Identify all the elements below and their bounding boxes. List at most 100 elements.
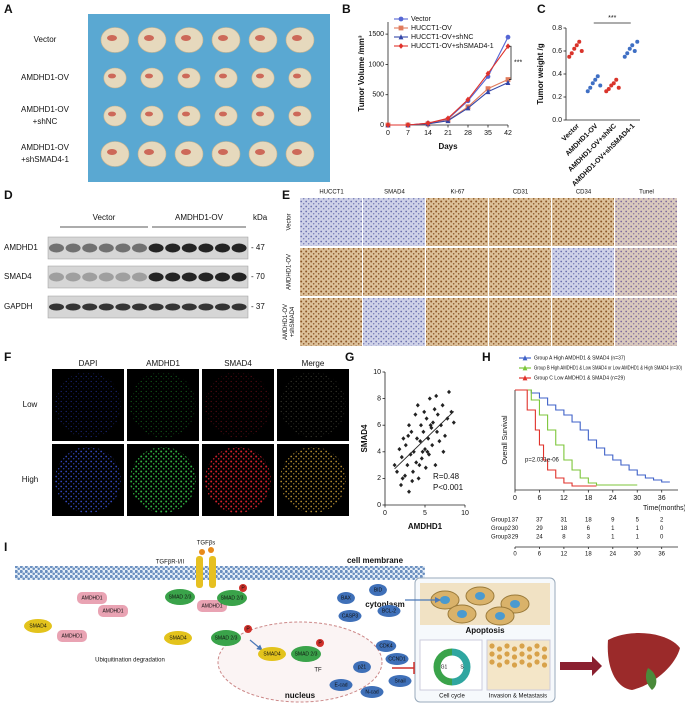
point — [431, 420, 435, 425]
x-tick-label: 36 — [658, 495, 666, 502]
point — [407, 423, 411, 428]
point — [434, 393, 439, 399]
pathway-label: TGFβs — [197, 541, 215, 547]
marker — [465, 96, 471, 103]
invading-cell — [541, 654, 548, 660]
ihc-tile — [300, 248, 362, 296]
blot-strip — [47, 236, 249, 260]
if-core — [280, 447, 346, 513]
blot-band — [215, 303, 230, 311]
risk-value: 18 — [585, 518, 592, 524]
point — [415, 436, 419, 441]
pathway-label: CCND1 — [388, 656, 405, 662]
point — [585, 89, 590, 94]
risk-value: 24 — [536, 535, 543, 541]
risk-value: 1 — [636, 526, 640, 532]
phosphate — [239, 584, 247, 592]
invading-cell — [526, 662, 533, 668]
pathway-label: AMDHD1 — [81, 595, 102, 601]
if-column-label: SMAD4 — [224, 359, 252, 368]
risk-value: 9 — [611, 518, 615, 524]
point — [435, 429, 439, 435]
point — [441, 449, 446, 454]
point — [399, 482, 403, 488]
series-line — [388, 36, 509, 126]
marker — [465, 105, 471, 111]
invading-cell — [496, 662, 503, 668]
y-axis-label: SMAD4 — [360, 424, 369, 453]
y-tick-label: 10 — [373, 369, 381, 376]
panel-letter: C — [537, 2, 546, 16]
point — [622, 54, 627, 59]
phosphate — [316, 639, 324, 647]
protein — [360, 686, 384, 698]
risk-value: 31 — [561, 518, 568, 524]
tumor — [288, 67, 312, 89]
legend-label: Group B High AMDHD1 & Low SMAD4 or Low A… — [534, 365, 682, 371]
legend-marker — [522, 375, 528, 381]
point — [420, 449, 425, 454]
tumor-vessel — [145, 73, 153, 79]
cell-nucleus — [510, 600, 520, 608]
y-axis-label: Tumor weight /g — [536, 43, 545, 104]
pathway-label: Snail — [394, 678, 405, 684]
pathway-label: cytoplasm — [365, 600, 405, 609]
pathway-label: SMAD 2/3 — [221, 595, 244, 601]
risk-value: 18 — [561, 526, 568, 532]
tumor — [251, 67, 275, 89]
panel-letter: D — [4, 188, 13, 202]
blot-band — [132, 303, 147, 311]
risk-tick-label: 36 — [658, 552, 665, 558]
if-row-label: Low — [23, 400, 38, 409]
invading-cell — [534, 651, 540, 657]
point — [630, 43, 635, 48]
significance-label: *** — [608, 15, 616, 22]
invading-cell — [541, 646, 548, 652]
pathway-label: AMDHD1 — [201, 603, 222, 609]
point — [427, 396, 432, 401]
risk-row-label: Group2 — [491, 526, 512, 532]
cell-nucleus — [440, 596, 450, 604]
tumor-vessel — [219, 111, 227, 117]
tumor-vessel — [145, 111, 153, 117]
point — [403, 473, 407, 478]
pathway-label: SMAD4 — [169, 635, 186, 641]
point — [595, 74, 600, 79]
tumor-vessel — [108, 111, 116, 117]
cell-membrane — [15, 566, 425, 580]
pathway-label: TGFβR-I/II — [156, 560, 185, 566]
ligand — [208, 547, 214, 553]
panel-letter: G — [345, 350, 354, 364]
x-tick-label: 42 — [504, 130, 512, 137]
tumor-vessel — [293, 111, 301, 117]
risk-row-label: Group3 — [491, 535, 512, 541]
invading-cell — [534, 659, 540, 665]
ihc-tile — [426, 248, 488, 296]
if-core — [205, 447, 271, 513]
pathway-label: CASP3 — [342, 613, 359, 619]
invading-cell — [511, 662, 518, 668]
legend-marker — [522, 355, 528, 361]
point — [432, 407, 437, 412]
point — [401, 436, 406, 441]
tumor-vessel — [292, 149, 302, 155]
tumor-vessel — [218, 149, 228, 155]
point — [616, 85, 621, 90]
invading-cell — [526, 646, 533, 652]
panel-letter: A — [4, 2, 13, 16]
tumor-vessel — [182, 73, 190, 79]
point — [574, 43, 579, 48]
blot-band — [82, 303, 98, 311]
risk-row-label: Group1 — [491, 518, 512, 524]
tumor-vessel — [182, 111, 190, 117]
blot-band — [181, 272, 197, 282]
photo-row-label: +shNC — [33, 117, 58, 126]
invading-cell — [489, 651, 495, 657]
point — [423, 465, 428, 470]
risk-value: 0 — [660, 535, 664, 541]
blot-band — [65, 272, 81, 282]
legend-label: Group A High AMDHD1 & SMAD4 (n=37) — [534, 355, 626, 361]
panel-letter: H — [482, 350, 491, 364]
risk-value: 37 — [512, 518, 519, 524]
legend-label: Vector — [411, 16, 432, 23]
